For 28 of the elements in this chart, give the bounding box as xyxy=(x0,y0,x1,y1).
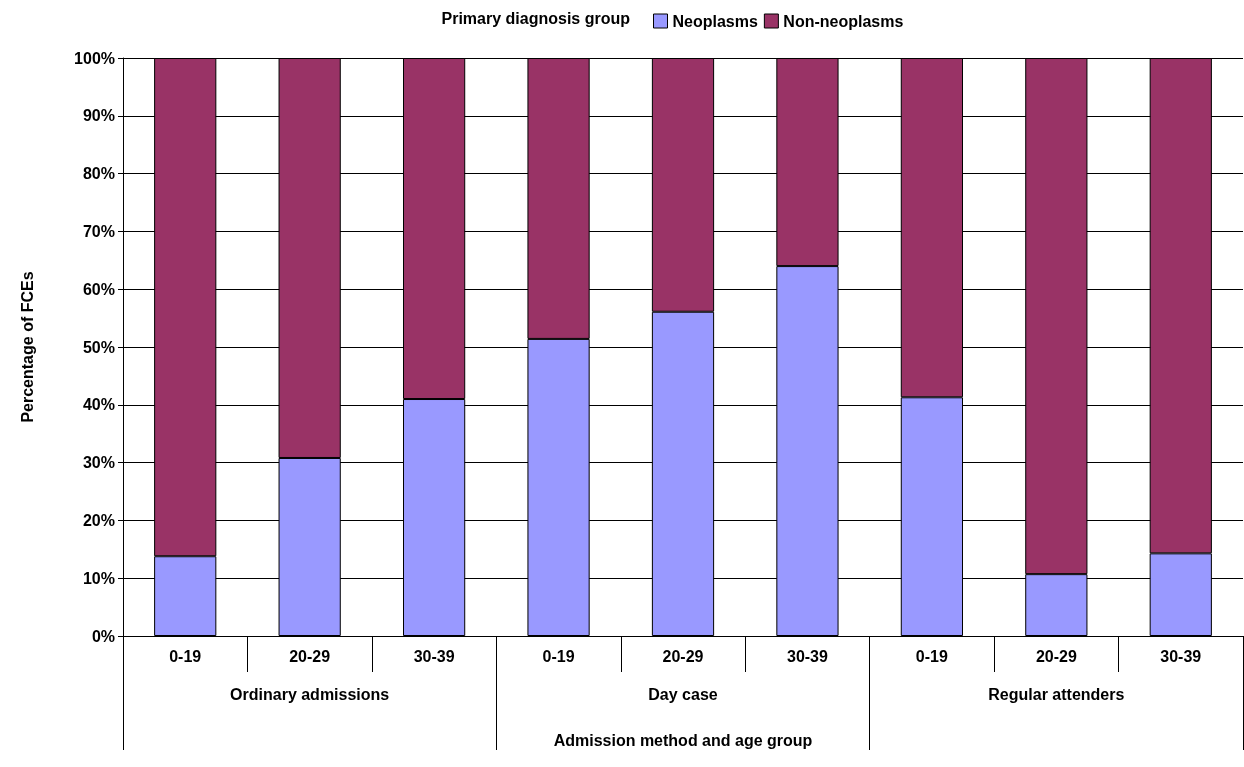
y-tick-label: 90% xyxy=(82,107,115,125)
y-tick-label: 70% xyxy=(82,222,115,240)
y-tick-label: 80% xyxy=(82,165,115,183)
x-tick-label: 30-39 xyxy=(413,647,455,665)
legend-label: Neoplasms xyxy=(672,12,758,30)
x-tick-label: 0-19 xyxy=(169,647,202,665)
x-tick-label: 30-39 xyxy=(786,647,829,665)
y-tick-label: 50% xyxy=(82,338,115,356)
legend-label: Non-neoplasms xyxy=(783,12,904,30)
x-tick-label: 0-19 xyxy=(542,647,575,665)
y-tick-label: 40% xyxy=(82,396,115,414)
y-tick-label: 100% xyxy=(74,49,115,67)
x-tick-label: 20-29 xyxy=(289,647,331,665)
x-axis-title: Admission method and age group xyxy=(553,731,813,749)
text: Day case xyxy=(648,685,718,703)
y-tick-label: 60% xyxy=(82,280,115,298)
x-tick-label: 20-29 xyxy=(662,647,704,665)
legend-title: Primary diagnosis group xyxy=(441,9,631,27)
x-tick-label: 0-19 xyxy=(915,647,948,665)
text: Regular attenders xyxy=(988,685,1125,703)
text: Ordinary admissions xyxy=(230,685,390,703)
y-tick-label: 0% xyxy=(91,627,115,645)
y-tick-label: 10% xyxy=(82,569,115,587)
y-axis-title: Percentage of FCEs xyxy=(18,271,36,423)
x-tick-label: 20-29 xyxy=(1035,647,1077,665)
x-tick-label: 30-39 xyxy=(1160,647,1202,665)
y-tick-label: 30% xyxy=(82,454,115,472)
y-tick-label: 20% xyxy=(82,511,115,529)
